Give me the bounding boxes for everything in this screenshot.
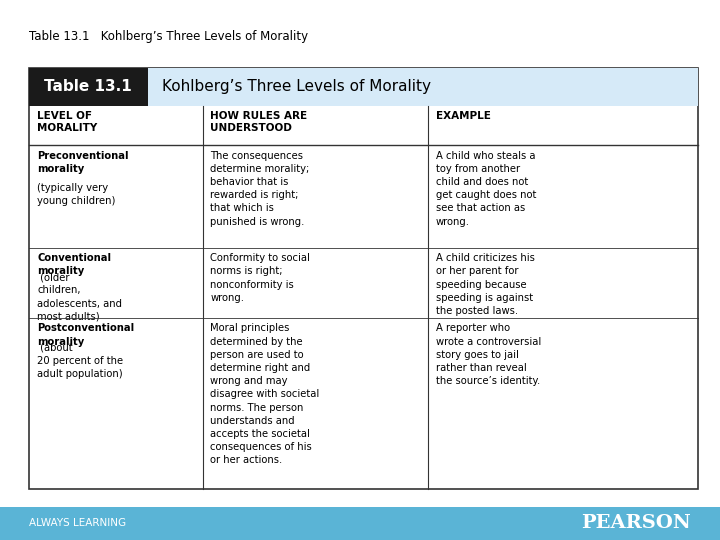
- Text: (about
20 percent of the
adult population): (about 20 percent of the adult populatio…: [37, 342, 124, 379]
- Text: ALWAYS LEARNING: ALWAYS LEARNING: [29, 518, 126, 528]
- Text: The consequences
determine morality;
behavior that is
rewarded is right;
that wh: The consequences determine morality; beh…: [210, 151, 310, 227]
- Text: EXAMPLE: EXAMPLE: [436, 111, 490, 121]
- Bar: [148, 68, 698, 106]
- Bar: [29, 68, 698, 489]
- Bar: [0, 507, 720, 540]
- Text: Table 13.1: Table 13.1: [45, 79, 132, 94]
- Text: Moral principles
determined by the
person are used to
determine right and
wrong : Moral principles determined by the perso…: [210, 323, 320, 465]
- Text: Preconventional
morality: Preconventional morality: [37, 151, 129, 174]
- Text: Conventional
morality: Conventional morality: [37, 253, 112, 276]
- Text: Kohlberg’s Three Levels of Morality: Kohlberg’s Three Levels of Morality: [162, 79, 431, 94]
- Text: A child who steals a
toy from another
child and does not
get caught does not
see: A child who steals a toy from another ch…: [436, 151, 536, 227]
- Text: Postconventional
morality: Postconventional morality: [37, 323, 135, 347]
- Text: Conformity to social
norms is right;
nonconformity is
wrong.: Conformity to social norms is right; non…: [210, 253, 310, 303]
- Bar: [29, 68, 148, 106]
- Text: (typically very
young children): (typically very young children): [37, 170, 116, 206]
- Text: (older
children,
adolescents, and
most adults): (older children, adolescents, and most a…: [37, 272, 122, 322]
- Text: HOW RULES ARE
UNDERSTOOD: HOW RULES ARE UNDERSTOOD: [210, 111, 307, 133]
- Text: A reporter who
wrote a controversial
story goes to jail
rather than reveal
the s: A reporter who wrote a controversial sto…: [436, 323, 541, 386]
- Text: Table 13.1   Kohlberg’s Three Levels of Morality: Table 13.1 Kohlberg’s Three Levels of Mo…: [29, 30, 308, 43]
- Text: PEARSON: PEARSON: [582, 514, 691, 532]
- Text: LEVEL OF
MORALITY: LEVEL OF MORALITY: [37, 111, 98, 133]
- Text: A child criticizes his
or her parent for
speeding because
speeding is against
th: A child criticizes his or her parent for…: [436, 253, 534, 316]
